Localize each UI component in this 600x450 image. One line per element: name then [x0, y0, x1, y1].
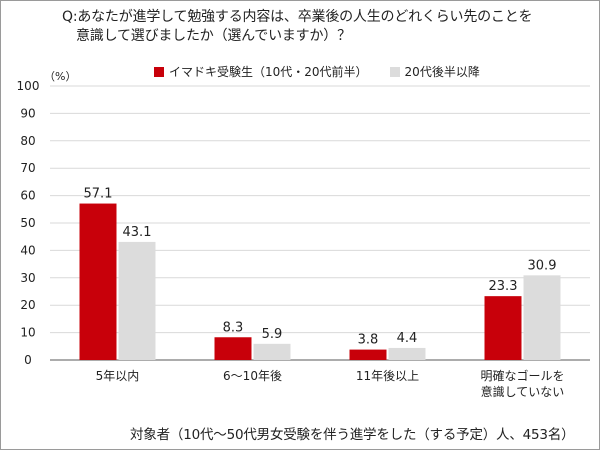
- y-tick-label: 0: [24, 353, 32, 367]
- y-tick-label: 40: [20, 243, 35, 257]
- bar-series-1: [349, 349, 387, 360]
- y-tick-label: 90: [20, 106, 35, 120]
- y-tick-label: 10: [20, 326, 35, 340]
- bar-value-label: 3.8: [358, 333, 379, 348]
- bar-series-2: [118, 241, 156, 360]
- y-axis-unit: （%）: [44, 70, 77, 83]
- legend-label-series-1: イマドキ受験生（10代・20代前半）: [169, 65, 368, 79]
- y-tick-label: 50: [20, 216, 35, 230]
- y-tick-label: 100: [17, 79, 40, 93]
- bar-series-1: [484, 296, 522, 360]
- y-tick-label: 70: [20, 161, 35, 175]
- chart-legend: イマドキ受験生（10代・20代前半） 20代後半以降: [154, 63, 502, 80]
- survey-footnote: 対象者（10代〜50代男女受験を伴う進学をした（する予定）人、453名）: [130, 427, 575, 443]
- bar-value-label: 5.9: [262, 327, 283, 342]
- bar-series-1: [79, 203, 117, 360]
- x-category-label: 5年以内: [96, 369, 140, 383]
- survey-question: Q:あなたが進学して勉強する内容は、卒業後の人生のどれくらい先のことを 意識して…: [62, 8, 582, 46]
- legend-item-series-1: イマドキ受験生（10代・20代前半）: [154, 63, 368, 80]
- y-tick-label: 60: [20, 189, 35, 203]
- bar-series-2: [523, 275, 561, 360]
- bar-value-label: 30.9: [528, 258, 557, 273]
- x-category-label: 6〜10年後: [223, 369, 282, 383]
- question-line-1: Q:あなたが進学して勉強する内容は、卒業後の人生のどれくらい先のことを: [62, 9, 533, 25]
- bar-value-label: 23.3: [489, 279, 518, 294]
- legend-label-series-2: 20代後半以降: [404, 65, 480, 79]
- y-tick-label: 80: [20, 134, 35, 148]
- y-tick-label: 20: [20, 298, 35, 312]
- bar-series-2: [253, 343, 291, 360]
- bar-series-1: [214, 337, 252, 360]
- bar-value-label: 8.3: [223, 320, 244, 335]
- legend-swatch-series-2: [389, 66, 400, 77]
- bar-value-label: 4.4: [397, 331, 418, 346]
- legend-item-series-2: 20代後半以降: [389, 63, 480, 80]
- question-line-2: 意識して選びましたか（選んでいますか）？: [76, 28, 351, 44]
- legend-swatch-series-1: [154, 66, 164, 77]
- x-category-label: 11年後以上: [356, 369, 419, 383]
- x-category-label: 明確なゴールを: [480, 368, 564, 383]
- bar-value-label: 43.1: [123, 225, 152, 240]
- bar-series-2: [388, 347, 426, 360]
- y-tick-label: 30: [20, 271, 35, 285]
- x-category-label: 意識していない: [481, 384, 565, 399]
- bar-value-label: 57.1: [84, 187, 113, 202]
